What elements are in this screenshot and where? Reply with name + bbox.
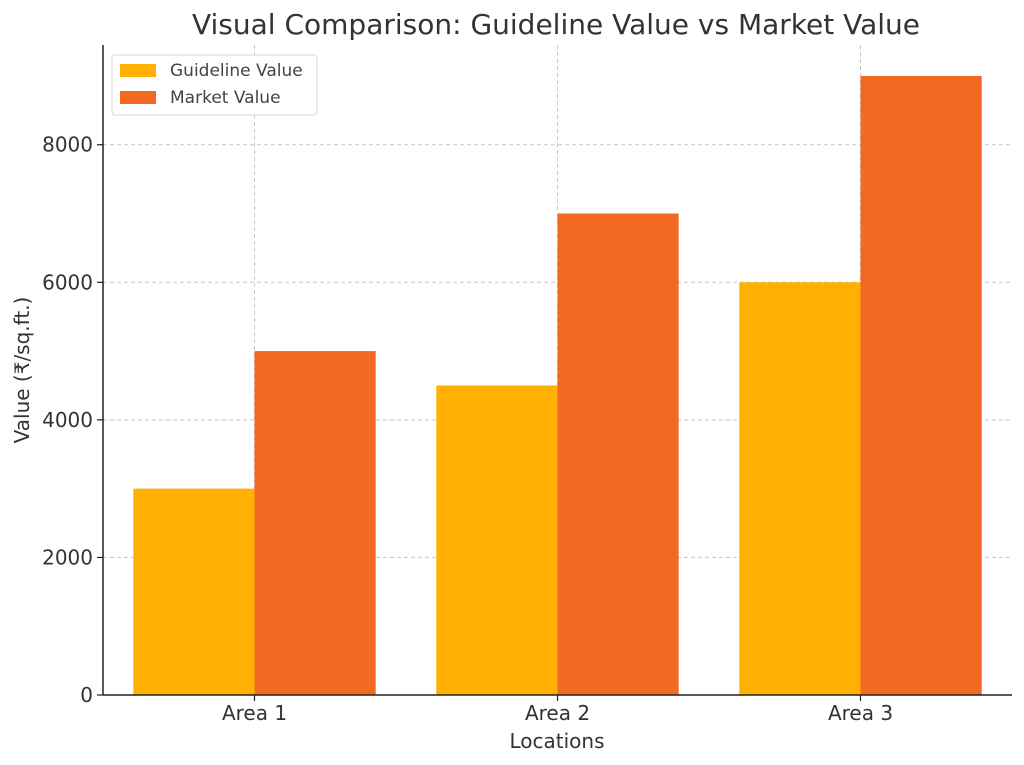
y-tick-label: 4000 xyxy=(42,408,93,432)
legend-box xyxy=(111,54,318,116)
bar-guideline-value xyxy=(436,385,558,695)
y-axis-label: Value (₹/sq.ft.) xyxy=(10,297,34,444)
y-tick-label: 8000 xyxy=(42,133,93,157)
y-tick-label: 2000 xyxy=(42,545,93,569)
x-tick-label: Area 1 xyxy=(222,701,287,725)
legend-label: Market Value xyxy=(170,88,281,108)
chart-title: Visual Comparison: Guideline Value vs Ma… xyxy=(192,8,920,41)
bar-market-value xyxy=(254,351,376,695)
x-axis-label: Locations xyxy=(509,729,604,753)
legend-swatch xyxy=(120,64,156,77)
legend: Guideline Value Market Value xyxy=(111,54,318,116)
bar-guideline-value xyxy=(739,282,861,695)
ticks-layer: 0 2000 4000 6000 8000 Area 1 Area 2 Area 3 xyxy=(42,133,893,725)
x-tick-label: Area 2 xyxy=(525,701,590,725)
legend-swatch xyxy=(120,91,156,104)
x-tick-label: Area 3 xyxy=(828,701,893,725)
y-tick-label: 0 xyxy=(80,683,93,707)
y-tick-label: 6000 xyxy=(42,270,93,294)
bar-guideline-value xyxy=(133,488,255,695)
bars-layer xyxy=(133,75,982,695)
bar-market-value xyxy=(860,75,982,695)
legend-label: Guideline Value xyxy=(170,61,303,81)
bar-market-value xyxy=(557,213,679,695)
